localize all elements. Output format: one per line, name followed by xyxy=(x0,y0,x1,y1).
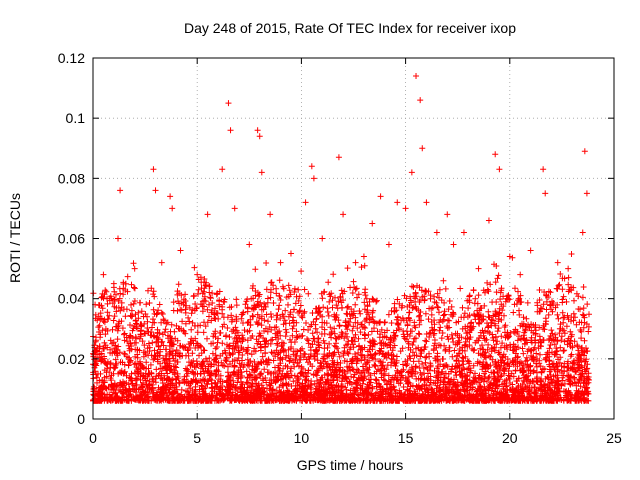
y-tick-label: 0 xyxy=(77,411,85,427)
data-point xyxy=(117,187,124,194)
data-point xyxy=(433,229,440,236)
data-point xyxy=(579,229,586,236)
data-point xyxy=(110,280,117,287)
data-point xyxy=(385,241,392,248)
data-point xyxy=(492,151,499,158)
data-point xyxy=(277,259,284,266)
data-point xyxy=(485,217,492,224)
data-point xyxy=(554,259,561,266)
axis-ticks xyxy=(92,57,615,420)
data-point xyxy=(369,220,376,227)
data-point xyxy=(287,250,294,257)
data-point xyxy=(496,166,503,173)
x-tick-label: 25 xyxy=(606,430,622,446)
data-point xyxy=(460,229,467,236)
data-point xyxy=(583,190,590,197)
x-tick-label: 0 xyxy=(89,430,97,446)
data-point xyxy=(302,199,309,206)
data-point xyxy=(219,166,226,173)
data-point xyxy=(177,247,184,254)
data-point xyxy=(231,205,238,212)
data-point xyxy=(377,193,384,200)
data-point xyxy=(413,73,420,80)
y-tick-label: 0.12 xyxy=(58,50,85,66)
data-point xyxy=(565,265,572,272)
data-point xyxy=(167,193,174,200)
data-point xyxy=(542,190,549,197)
x-axis-label: GPS time / hours xyxy=(297,457,404,473)
data-point xyxy=(360,253,367,260)
data-point xyxy=(115,235,122,242)
data-points xyxy=(92,73,590,308)
data-point xyxy=(319,235,326,242)
data-point xyxy=(408,169,415,176)
data-point xyxy=(150,166,157,173)
data-point xyxy=(169,205,176,212)
x-tick-label: 20 xyxy=(502,430,518,446)
data-point xyxy=(540,166,547,173)
y-tick-label: 0.1 xyxy=(66,110,86,126)
x-tick-labels: 0 5 10 15 20 25 xyxy=(89,430,622,446)
data-point xyxy=(225,100,232,107)
data-point xyxy=(352,259,359,266)
data-point xyxy=(444,211,451,218)
data-point xyxy=(423,199,430,206)
x-tick-label: 10 xyxy=(294,430,310,446)
y-axis-label: ROTI / TECUs xyxy=(7,193,23,283)
data-point xyxy=(158,259,165,266)
data-point xyxy=(335,154,342,161)
data-point xyxy=(204,211,211,218)
y-tick-label: 0.02 xyxy=(58,351,85,367)
x-tick-label: 15 xyxy=(398,430,414,446)
data-point xyxy=(450,241,457,248)
y-tick-label: 0.08 xyxy=(58,170,85,186)
y-tick-label: 0.04 xyxy=(58,291,85,307)
data-point xyxy=(267,211,274,218)
data-point xyxy=(581,148,588,155)
data-point xyxy=(246,241,253,248)
data-point xyxy=(258,169,265,176)
data-point xyxy=(131,265,138,272)
point-cloud xyxy=(90,251,592,404)
data-point xyxy=(254,127,261,134)
data-point xyxy=(506,253,513,260)
data-point xyxy=(527,247,534,254)
data-point xyxy=(194,271,201,278)
point-cloud-markers xyxy=(90,251,592,404)
data-point xyxy=(227,127,234,134)
chart-title: Day 248 of 2015, Rate Of TEC Index for r… xyxy=(184,20,516,36)
data-point xyxy=(100,271,107,278)
data-point xyxy=(310,175,317,182)
data-point xyxy=(475,265,482,272)
data-point xyxy=(394,199,401,206)
data-point xyxy=(417,97,424,104)
y-tick-labels: 0 0.02 0.04 0.06 0.08 0.1 0.12 xyxy=(58,50,85,427)
data-point xyxy=(340,211,347,218)
data-point xyxy=(308,163,315,170)
data-point xyxy=(517,271,524,278)
data-point xyxy=(419,145,426,152)
data-point xyxy=(152,187,159,194)
y-tick-label: 0.06 xyxy=(58,231,85,247)
data-point xyxy=(256,133,263,140)
x-tick-label: 5 xyxy=(193,430,201,446)
data-point xyxy=(402,205,409,212)
